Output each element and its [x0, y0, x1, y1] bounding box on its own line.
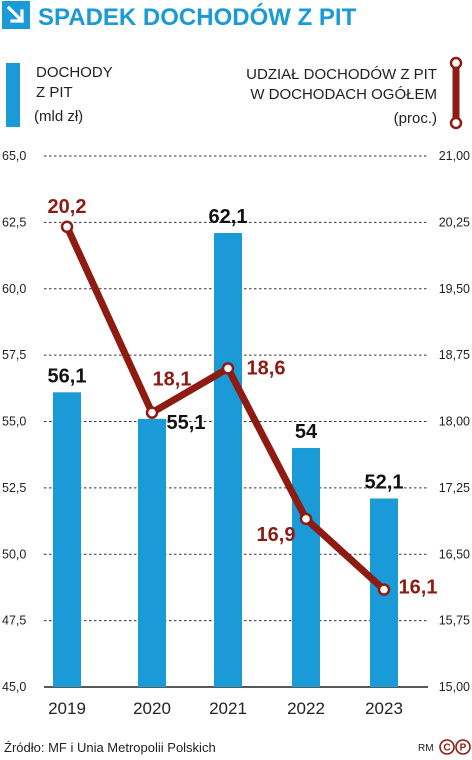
line-point: [377, 583, 391, 596]
source-note: Źródło: MF i Unia Metropolii Polskich: [4, 740, 216, 755]
right-tick-label: 16,50: [439, 547, 470, 561]
credit-initials: RM: [418, 743, 434, 754]
bar-value-label: 54: [295, 421, 318, 443]
x-tick-label: 2019: [48, 699, 86, 718]
x-tick-label: 2023: [365, 699, 403, 718]
publisher-logo: C P: [439, 739, 471, 755]
right-tick-label: 15,00: [439, 680, 470, 694]
line-point: [299, 512, 313, 526]
left-tick-label: 52,5: [2, 481, 26, 495]
left-tick-label: 50,0: [2, 547, 26, 561]
legend-line-line1: UDZIAŁ DOCHODÓW Z PIT: [246, 66, 437, 83]
x-tick-label: 2020: [133, 699, 171, 718]
legend-bars-unit: (mld zł): [34, 108, 83, 125]
right-tick-label: 18,75: [439, 348, 470, 362]
line-point: [60, 220, 74, 234]
logo-letter-c: C: [443, 743, 450, 754]
line-value-label: 16,9: [257, 524, 296, 546]
legend-line-swatch: [449, 56, 463, 130]
axis-labels: 45,0 15,00 47,5 15,75 50,0 16,50 52,5 17,25 55,0…: [2, 149, 470, 718]
right-tick-label: 21,00: [439, 149, 470, 163]
data-labels: 56,1 55,1 62,1 54 52,1 20,2 18,1 18,6 16,9 16,1: [48, 196, 438, 599]
left-tick-label: 55,0: [2, 415, 26, 429]
line-series: [60, 220, 391, 596]
bar-value-label: 56,1: [48, 365, 87, 387]
line-value-label: 18,1: [153, 369, 192, 391]
left-tick-label: 47,5: [2, 614, 26, 628]
bar: [292, 448, 320, 687]
left-tick-label: 62,5: [2, 215, 26, 229]
line-point: [145, 406, 159, 419]
right-tick-label: 20,25: [439, 215, 470, 229]
bar: [138, 418, 166, 687]
line-value-label: 20,2: [48, 196, 87, 218]
logo-letter-p: P: [460, 743, 467, 754]
chart-title: SPADEK DOCHODÓW Z PIT: [38, 3, 357, 31]
legend-bars-line1: DOCHODY: [36, 64, 113, 81]
x-tick-label: 2022: [287, 699, 325, 718]
right-tick-label: 17,25: [439, 481, 470, 495]
left-tick-label: 45,0: [2, 680, 26, 694]
bar-value-label: 52,1: [365, 471, 404, 493]
legend-line-line2: W DOCHODACH OGÓŁEM: [250, 86, 437, 103]
bar: [53, 392, 81, 687]
title-arrow-icon: [2, 1, 30, 29]
x-tick-label: 2021: [209, 699, 247, 718]
line-value-label: 16,1: [399, 577, 438, 599]
line-point: [221, 362, 235, 375]
bar-value-label: 62,1: [209, 206, 248, 228]
legend-bar-swatch: [6, 63, 20, 127]
bar-value-label: 55,1: [167, 412, 206, 434]
right-tick-label: 18,00: [439, 415, 470, 429]
legend-line-unit: (proc.): [394, 110, 437, 127]
left-tick-label: 60,0: [2, 282, 26, 296]
right-tick-label: 19,50: [439, 282, 470, 296]
right-tick-label: 15,75: [439, 614, 470, 628]
bar-series: [53, 232, 398, 687]
bar: [214, 232, 242, 687]
line-value-label: 18,6: [247, 357, 286, 379]
legend-bars-line2: Z PIT: [36, 84, 73, 101]
left-tick-label: 57,5: [2, 348, 26, 362]
left-tick-label: 65,0: [2, 149, 26, 163]
